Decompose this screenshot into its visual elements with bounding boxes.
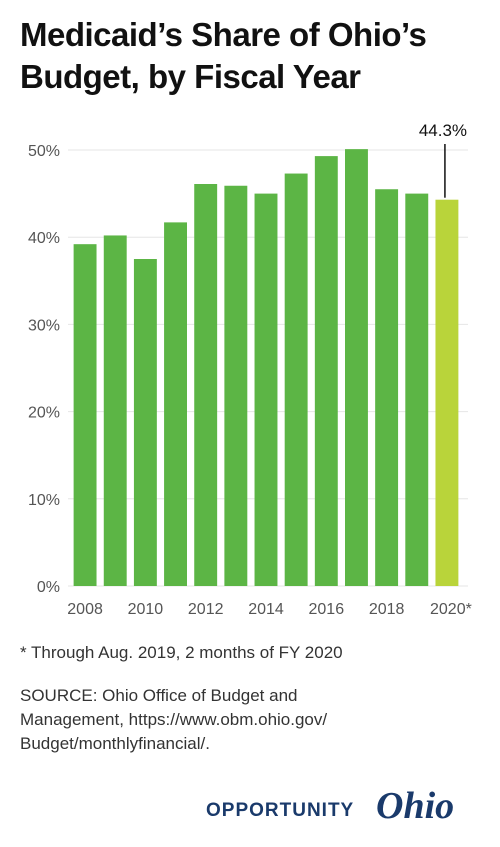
chart-title-line-1: Medicaid’s Share of Ohio’s bbox=[20, 16, 427, 53]
source-line-3: Budget/monthlyfinancial/. bbox=[20, 734, 210, 753]
bar-2010 bbox=[133, 259, 157, 586]
x-tick-label: 2018 bbox=[369, 601, 405, 618]
source-line-2: Management, https://www.obm.ohio.gov/ bbox=[20, 710, 328, 729]
x-tick-label: 2014 bbox=[248, 601, 284, 618]
bar-2015 bbox=[284, 173, 308, 586]
bar-2013 bbox=[224, 185, 248, 586]
logo-word-ohio: Ohio bbox=[376, 785, 455, 827]
x-axis-ticks: 2008 2010 2012 2014 2016 2018 2020* bbox=[67, 601, 472, 618]
source-line-1: SOURCE: Ohio Office of Budget and bbox=[20, 686, 298, 705]
annotation-label: 44.3% bbox=[419, 121, 467, 140]
y-tick-label: 40% bbox=[28, 230, 60, 247]
annotation: 44.3% bbox=[419, 121, 467, 198]
opportunity-ohio-logo: OPPORTUNITY Ohio bbox=[206, 778, 486, 838]
x-tick-label: 2010 bbox=[128, 601, 164, 618]
bar-2017 bbox=[345, 149, 368, 586]
y-tick-label: 10% bbox=[28, 492, 60, 509]
x-tick-label: 2016 bbox=[309, 601, 345, 618]
bar-2011 bbox=[164, 222, 187, 586]
chart-title-line-2: Budget, by Fiscal Year bbox=[20, 58, 361, 95]
logo-word-opportunity: OPPORTUNITY bbox=[206, 800, 355, 821]
bar-2012 bbox=[194, 184, 218, 586]
bar-2009 bbox=[103, 235, 127, 586]
bar-2018 bbox=[375, 189, 399, 586]
x-tick-label: 2012 bbox=[188, 601, 224, 618]
x-tick-label: 2020* bbox=[430, 601, 472, 618]
bar-2020 bbox=[435, 199, 459, 586]
chart-title: Medicaid’s Share of Ohio’s Budget, by Fi… bbox=[20, 14, 490, 98]
source-note: SOURCE: Ohio Office of Budget and Manage… bbox=[20, 684, 460, 756]
bars bbox=[73, 149, 459, 586]
y-tick-label: 20% bbox=[28, 405, 60, 422]
y-tick-label: 50% bbox=[28, 143, 60, 160]
bar-chart: 0%10%20%30%40%50% 2008 2010 2012 2014 2016 20… bbox=[28, 121, 472, 618]
footnote: * Through Aug. 2019, 2 months of FY 2020 bbox=[20, 643, 343, 662]
x-tick-label: 2008 bbox=[67, 601, 103, 618]
y-axis-ticks: 0% 10% 20% 30% 40% 50% bbox=[28, 143, 60, 596]
bar-2014 bbox=[254, 193, 278, 586]
y-tick-label: 0% bbox=[37, 579, 60, 596]
bar-2016 bbox=[314, 156, 338, 586]
bar-2019 bbox=[405, 193, 429, 586]
y-tick-label: 30% bbox=[28, 317, 60, 334]
bar-2008 bbox=[73, 244, 97, 586]
